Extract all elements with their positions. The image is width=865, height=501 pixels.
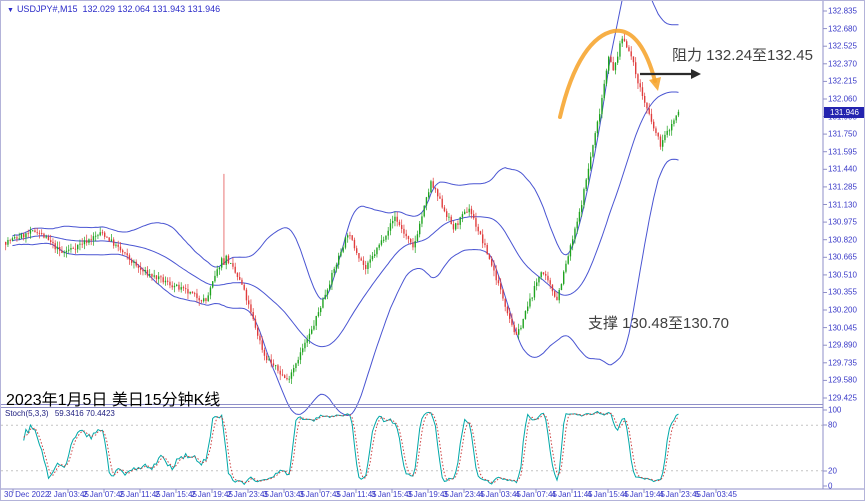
price-tick-label: 132.215 bbox=[828, 76, 857, 86]
time-tick-label: 4 Jan 07:45 bbox=[515, 490, 557, 499]
price-tick-label: 132.525 bbox=[828, 41, 857, 51]
time-tick-label: 4 Jan 23:45 bbox=[659, 490, 701, 499]
support-annotation: 支撑 130.48至130.70 bbox=[588, 315, 729, 332]
price-tick-label: 131.285 bbox=[828, 182, 857, 192]
trend-arc-arrowhead bbox=[649, 77, 661, 91]
trend-arc-annotation[interactable] bbox=[558, 28, 657, 119]
stoch-indicator-label: Stoch(5,3,3) 59.3416 70.4423 bbox=[5, 409, 115, 418]
price-tick-label: 132.060 bbox=[828, 94, 857, 104]
symbol-timeframe-label: USDJPY#,M15 bbox=[16, 4, 78, 14]
price-tick-label: 130.355 bbox=[828, 287, 857, 297]
time-tick-label: 4 Jan 03:45 bbox=[479, 490, 521, 499]
time-tick-label: 30 Dec 2022 bbox=[4, 490, 50, 499]
stoch-scale-100: 100 bbox=[828, 405, 842, 415]
chart-title: 2023年1月5日 美日15分钟K线 bbox=[6, 392, 221, 409]
price-tick-label: 130.975 bbox=[828, 217, 857, 227]
price-tick-label: 131.750 bbox=[828, 129, 857, 139]
time-tick-label: 3 Jan 19:45 bbox=[407, 490, 449, 499]
time-tick-label: 3 Jan 15:45 bbox=[371, 490, 413, 499]
price-tick-label: 132.370 bbox=[828, 59, 857, 69]
price-tick-label: 132.680 bbox=[828, 24, 857, 34]
time-tick-label: 3 Jan 23:45 bbox=[443, 490, 485, 499]
time-tick-label: 2 Jan 19:45 bbox=[191, 490, 233, 499]
time-tick-label: 2 Jan 15:45 bbox=[155, 490, 197, 499]
price-tick-label: 129.735 bbox=[828, 358, 857, 368]
chart-header-legend: ▼ USDJPY#,M15 132.029 132.064 131.943 131… bbox=[7, 4, 220, 14]
stoch-scale-20: 20 bbox=[828, 466, 837, 476]
time-tick-label: 4 Jan 19:45 bbox=[623, 490, 665, 499]
price-tick-label: 131.595 bbox=[828, 147, 857, 157]
stoch-scale-0: 0 bbox=[828, 481, 833, 491]
price-tick-label: 130.820 bbox=[828, 235, 857, 245]
time-tick-label: 3 Jan 11:45 bbox=[335, 490, 377, 499]
price-tick-label: 130.665 bbox=[828, 252, 857, 262]
time-tick-label: 2 Jan 23:45 bbox=[227, 490, 269, 499]
price-tick-label: 130.510 bbox=[828, 270, 857, 280]
time-tick-label: 2 Jan 03:45 bbox=[47, 490, 89, 499]
time-tick-label: 2 Jan 07:45 bbox=[83, 490, 125, 499]
price-tick-label: 130.045 bbox=[828, 323, 857, 333]
price-tick-label: 132.835 bbox=[828, 6, 857, 16]
resistance-arrowhead bbox=[691, 69, 701, 79]
current-price-box: 131.946 bbox=[824, 107, 864, 118]
time-tick-label: 3 Jan 07:45 bbox=[299, 490, 341, 499]
price-tick-label: 129.890 bbox=[828, 340, 857, 350]
stochastic-lines bbox=[1, 410, 823, 486]
resistance-annotation: 阻力 132.24至132.45 bbox=[672, 47, 813, 64]
chart-dropdown-icon[interactable]: ▼ bbox=[7, 7, 14, 14]
candlesticks bbox=[5, 33, 680, 384]
stoch-values: 59.3416 70.4423 bbox=[54, 409, 115, 418]
time-tick-label: 4 Jan 15:45 bbox=[587, 490, 629, 499]
stoch-scale-80: 80 bbox=[828, 420, 837, 430]
price-tick-label: 129.425 bbox=[828, 393, 857, 403]
stoch-name: Stoch(5,3,3) bbox=[5, 409, 49, 418]
time-tick-label: 5 Jan 03:45 bbox=[695, 490, 737, 499]
time-tick-label: 4 Jan 11:45 bbox=[551, 490, 593, 499]
price-tick-label: 129.580 bbox=[828, 375, 857, 385]
ohlc-values: 132.029 132.064 131.943 131.946 bbox=[82, 4, 221, 14]
price-tick-label: 131.130 bbox=[828, 200, 857, 209]
price-tick-label: 131.440 bbox=[828, 164, 857, 174]
time-tick-label: 3 Jan 03:45 bbox=[263, 490, 305, 499]
price-tick-label: 130.200 bbox=[828, 305, 857, 315]
time-tick-label: 2 Jan 11:45 bbox=[119, 490, 161, 499]
